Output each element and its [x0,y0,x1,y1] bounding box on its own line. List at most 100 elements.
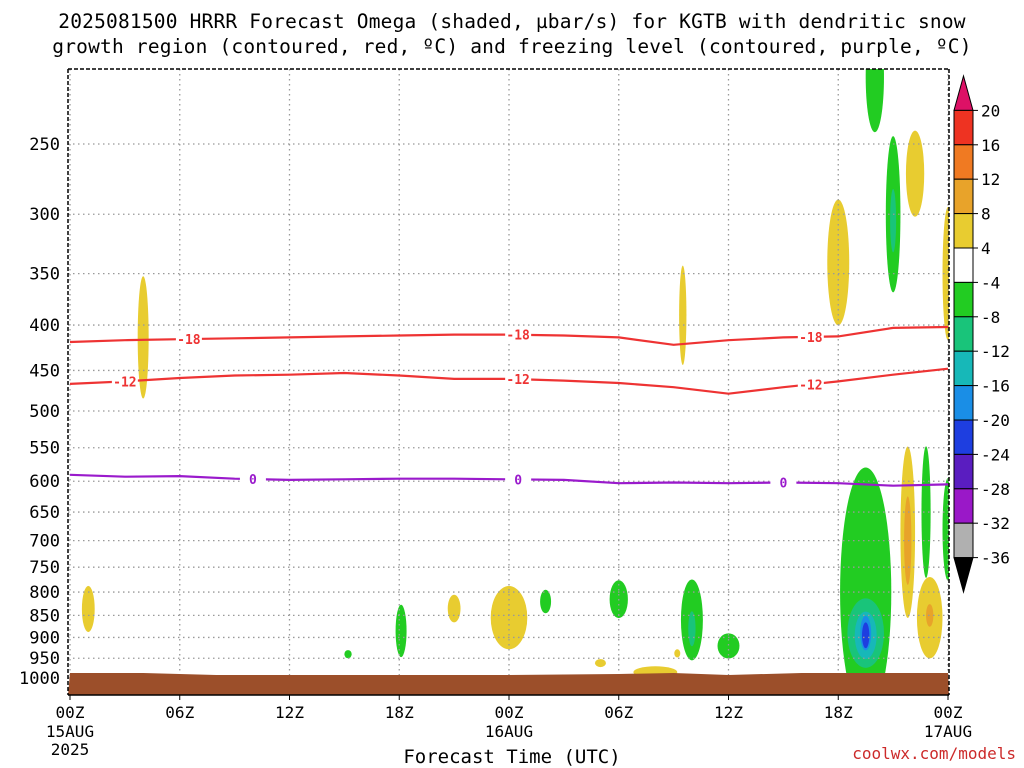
x-tick-label: 00Z [934,703,963,722]
contour-label: -12 [799,378,822,393]
omega-region-4 [679,265,687,365]
y-tick-label: 400 [29,316,60,336]
colorbar-segment [953,213,974,249]
colorbar-segment [953,488,974,524]
y-tick-label: 300 [29,205,60,225]
colorbar-label: -28 [981,480,1010,499]
omega-region-4 [137,276,149,399]
x-tick-label: 12Z [714,703,743,722]
colorbar-label: -4 [981,273,1000,292]
omega-colorbar: 20 16 12 8 4 -4 -8 -12 -16 -20 -24 -28 -32 -36 [953,74,1010,594]
contour-label: 0 [514,473,522,488]
colorbar-segment [953,281,974,318]
chart-title-line-2: growth region (contoured, red, ºC) and f… [52,35,972,58]
x-tick-label: 00Z [56,703,85,722]
y-tick-label: 600 [29,472,60,492]
omega-region--4 [395,604,407,658]
y-tick-label: 900 [29,628,60,648]
ground-fill [68,673,949,695]
contour-label: -12 [506,373,529,388]
x-axis-title: Forecast Time (UTC) [403,746,621,768]
colorbar-segment [953,385,974,421]
y-tick-label: 250 [29,135,60,155]
colorbar-segment [953,178,974,215]
ground-below-surface [68,673,949,695]
colorbar-label: -20 [981,411,1010,430]
omega-region--4 [540,589,552,614]
contour-layer: -18 -18 -18 -12 -12 -12 0 0 0 [69,325,949,492]
contour-label-bg [505,471,532,488]
x-tick-year: 2025 [51,740,90,759]
omega-region-4 [594,659,606,668]
y-tick-label: 350 [29,265,60,285]
x-tick-date: 15AUG [46,722,94,741]
colorbar-segment [953,109,974,146]
colorbar-label: -8 [981,308,1000,327]
y-tick-label: 700 [29,532,60,552]
y-tick-label: 1000 [19,669,60,689]
contour-label-bg [111,373,138,390]
contour-label-bg [239,471,266,488]
colorbar-label: -32 [981,514,1010,533]
colorbar-label: -36 [981,549,1010,568]
colorbar-label: 16 [981,136,1000,155]
contour-label: 0 [779,477,787,492]
omega-region-8 [904,496,912,585]
colorbar-label: 4 [981,239,991,258]
contour-label-bg [770,474,797,491]
contour-label-bg [505,371,532,388]
colorbar-segment [953,453,974,490]
x-tick-date: 17AUG [924,722,972,741]
contour-label-bg [797,328,824,345]
x-tick-label: 06Z [165,703,194,722]
y-tick-label: 950 [29,649,60,669]
y-tick-label: 650 [29,503,60,523]
colorbar-segment [953,144,974,180]
contour-label-bg [175,331,202,348]
contour-label: -12 [113,375,136,390]
contour-label: -18 [177,333,201,348]
contour-label-bg [505,326,532,343]
contour-label-bg [797,376,824,393]
colorbar-label: 20 [981,101,1000,120]
colorbar-segment [953,316,974,352]
y-tick-label: 550 [29,439,60,459]
colorbar-segment [953,522,974,559]
omega-region-4 [447,594,461,623]
contour-label: 0 [249,473,257,488]
colorbar-segment [953,419,974,455]
omega-region--8 [890,188,897,253]
y-tick-label: 750 [29,558,60,578]
x-tick-date: 16AUG [485,722,533,741]
omega-region--8 [688,611,696,647]
omega-region--4 [717,633,740,659]
colorbar-label: -16 [981,377,1010,396]
omega-region--4 [921,446,931,578]
x-tick-label: 00Z [495,703,524,722]
omega-region-4 [490,586,528,650]
y-tick-label: 850 [29,606,60,626]
colorbar-label: -12 [981,342,1010,361]
site-credit: coolwx.com/models [852,744,1016,763]
omega-region-4 [81,585,95,633]
y-tick-label: 450 [29,361,60,381]
x-tick-label: 06Z [604,703,633,722]
omega-region--4 [344,650,352,659]
y-tick-label: 800 [29,583,60,603]
colorbar-segment [953,350,974,387]
colorbar-segment [953,247,974,283]
colorbar-label: 8 [981,205,991,224]
omega-region-4 [905,130,925,217]
omega-region--20 [862,622,870,649]
contour-label: -18 [506,329,530,344]
omega-region-4 [827,199,850,326]
colorbar-label: -24 [981,445,1010,464]
omega-region-4 [674,649,681,658]
colorbar-label: 12 [981,170,1000,189]
chart-title-line-1: 2025081500 HRRR Forecast Omega (shaded, … [58,10,966,33]
y-tick-label: 500 [29,402,60,422]
colorbar-arrow-top [953,74,974,111]
omega-region--4 [865,69,884,133]
